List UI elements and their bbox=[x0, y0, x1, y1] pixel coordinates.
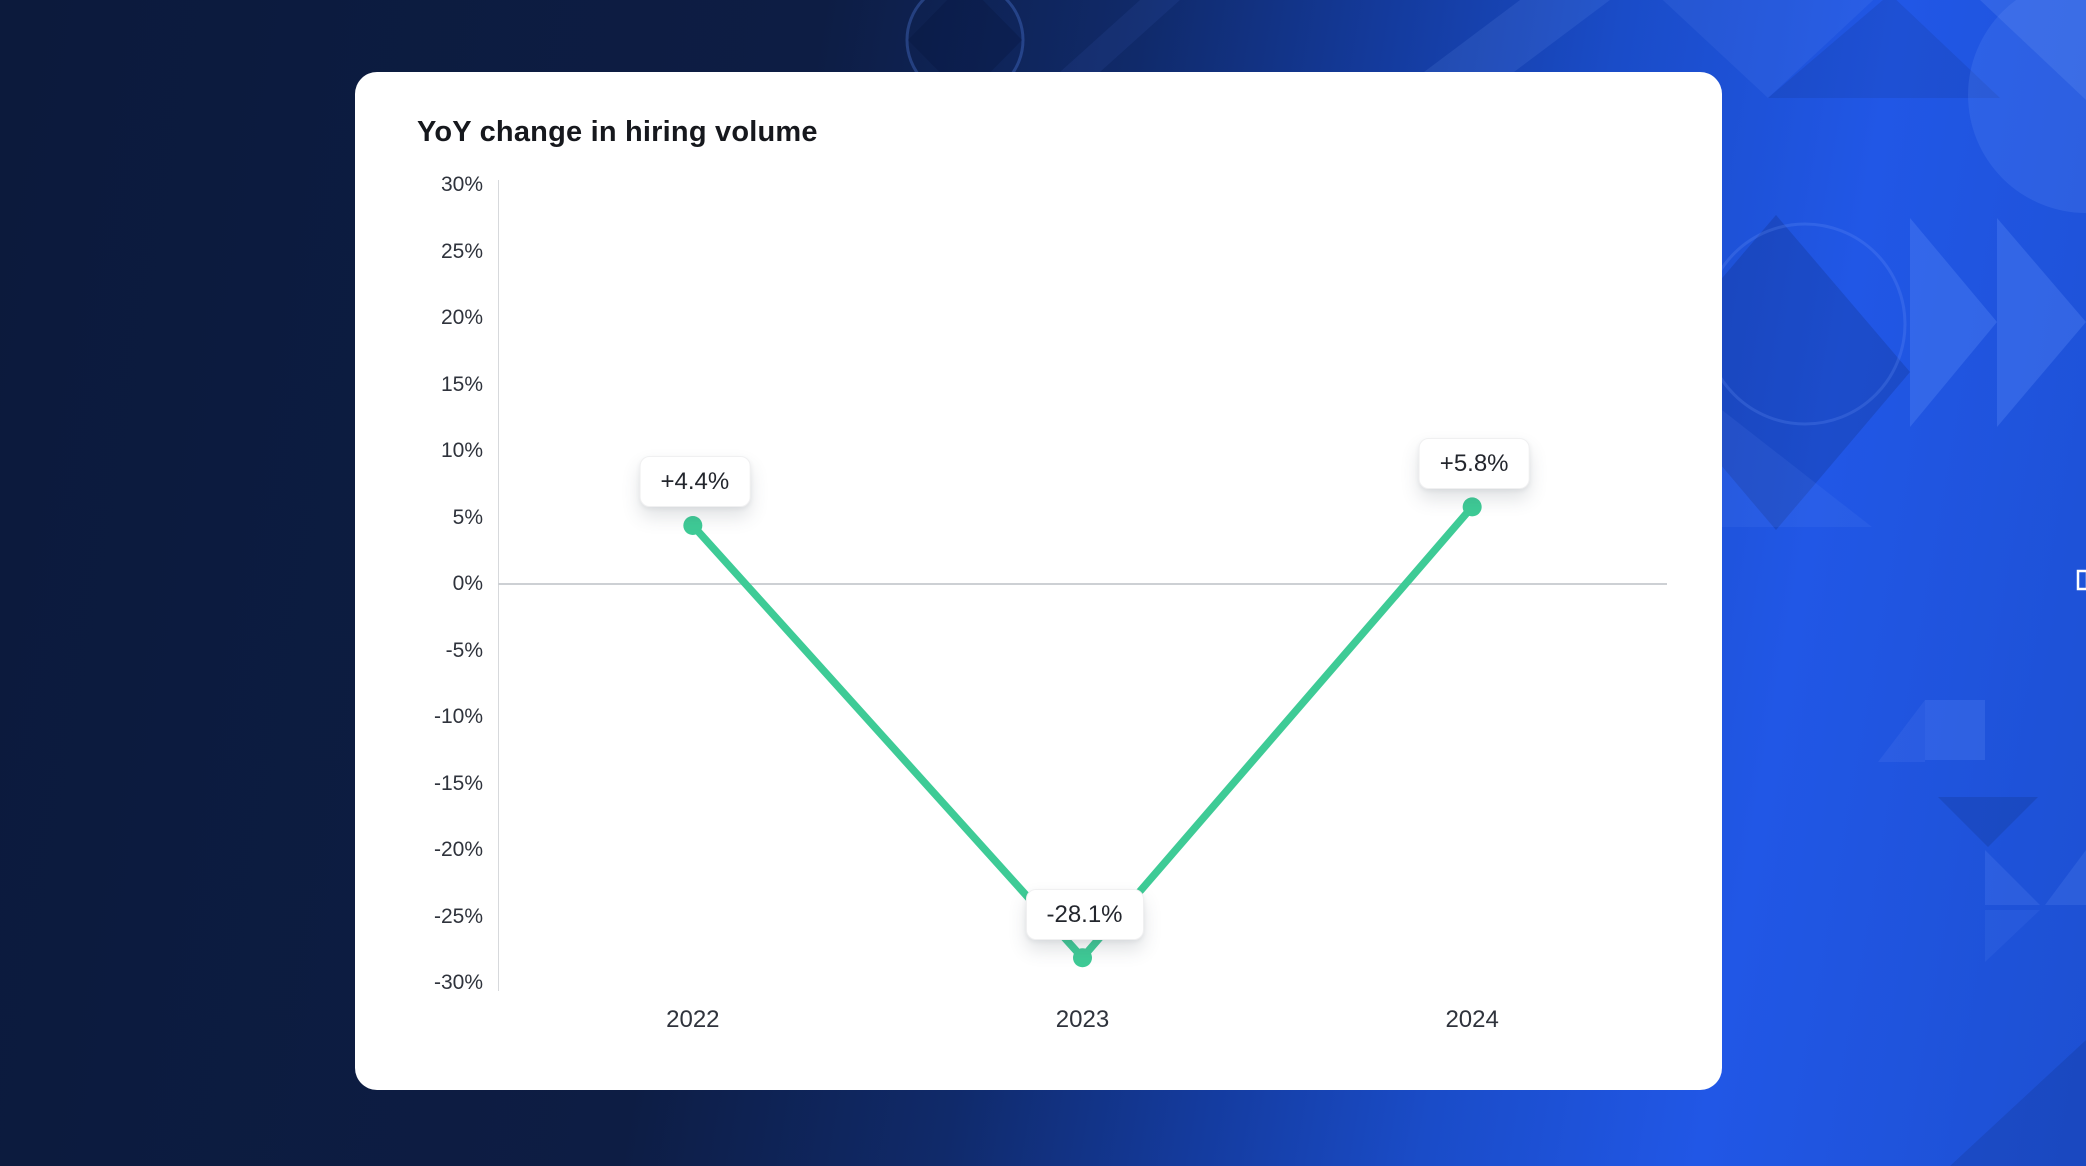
triangle-shape bbox=[2045, 850, 2086, 905]
triangle-shape bbox=[1985, 910, 2040, 962]
y-tick-label: -5% bbox=[445, 638, 483, 662]
y-tick-label: 10% bbox=[440, 439, 483, 462]
line-chart-svg bbox=[683, 497, 1482, 968]
triangle-shape bbox=[1938, 797, 2038, 847]
x-axis-label: 2023 bbox=[1055, 1006, 1110, 1033]
triangle-shape bbox=[1980, 0, 2086, 100]
y-axis-line bbox=[498, 180, 499, 991]
data-point bbox=[1073, 948, 1092, 968]
value-label: -28.1% bbox=[1025, 888, 1144, 940]
play-arrow-shape bbox=[1997, 218, 2086, 427]
triangle-shape bbox=[1985, 850, 2040, 905]
quarter-disc-shape bbox=[1968, 0, 2086, 213]
circle-outline-shape bbox=[1703, 222, 1907, 426]
chart-card: YoY change in hiring volume 30% 25% 20% 15%… bbox=[355, 72, 1722, 1090]
play-arrow-shape bbox=[1910, 218, 1997, 427]
y-tick-label: 5% bbox=[452, 505, 483, 529]
triangle-shape bbox=[1878, 700, 1925, 762]
x-axis-label: 2024 bbox=[1445, 1006, 1499, 1033]
y-tick-label: -20% bbox=[433, 838, 483, 861]
triangle-shape bbox=[1722, 410, 1872, 527]
triangle-shape bbox=[1950, 1040, 2086, 1166]
y-tick-label: 30% bbox=[440, 173, 483, 196]
x-axis-label: 2022 bbox=[666, 1006, 720, 1033]
square-shape bbox=[1925, 700, 1985, 760]
y-tick-label: -25% bbox=[433, 904, 483, 928]
value-label: +5.8% bbox=[1418, 437, 1530, 489]
y-tick-label: 0% bbox=[452, 572, 483, 595]
zero-gridline bbox=[498, 583, 1667, 585]
chart-title: YoY change in hiring volume bbox=[417, 116, 818, 148]
data-point bbox=[683, 515, 703, 535]
y-tick-label: 15% bbox=[440, 372, 483, 396]
y-tick-label: -30% bbox=[433, 971, 483, 994]
data-point bbox=[1462, 497, 1482, 517]
y-tick-label: 20% bbox=[440, 306, 483, 329]
y-tick-label: -10% bbox=[433, 705, 483, 728]
value-label: +4.4% bbox=[639, 456, 751, 508]
triangle-shape bbox=[1768, 0, 2000, 98]
y-tick-label: 25% bbox=[440, 239, 483, 263]
y-tick-label: -15% bbox=[433, 771, 483, 795]
edge-marker-shape bbox=[2076, 569, 2086, 591]
